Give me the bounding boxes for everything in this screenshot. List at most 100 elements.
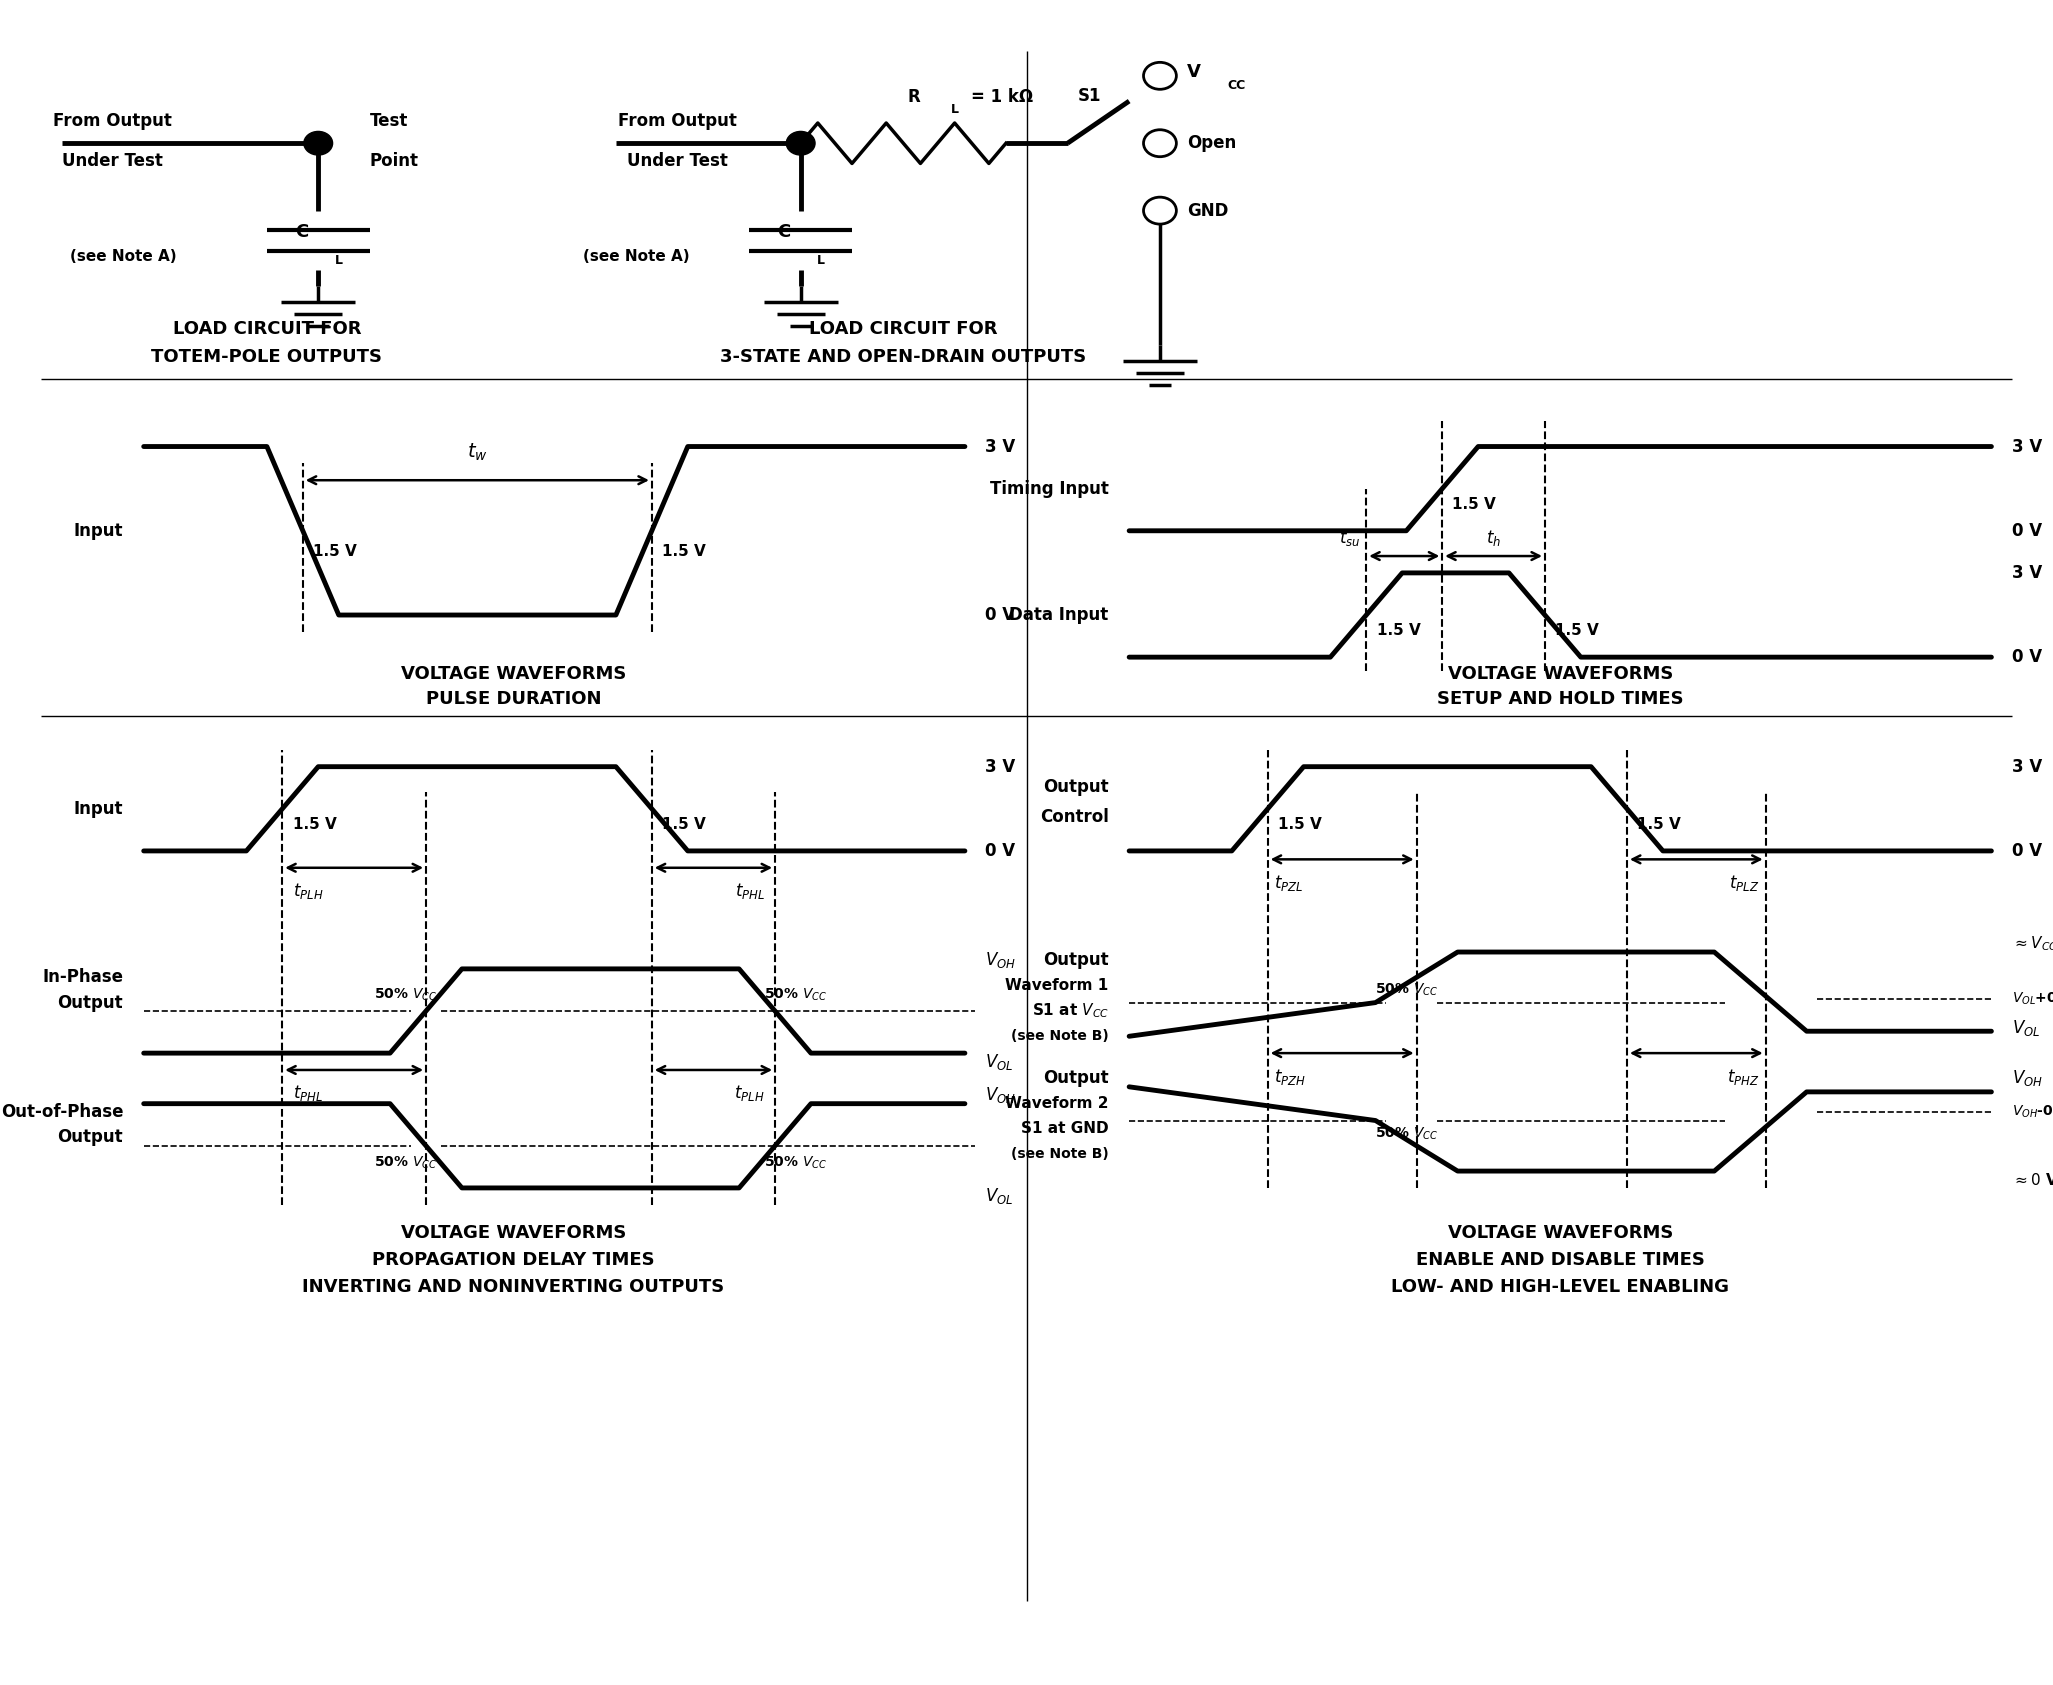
- Text: Test: Test: [370, 111, 409, 130]
- Text: (see Note A): (see Note A): [583, 249, 690, 265]
- Text: $t_{su}$: $t_{su}$: [1339, 527, 1359, 548]
- Text: In-Phase: In-Phase: [43, 969, 123, 986]
- Text: 1.5 V: 1.5 V: [1556, 623, 1599, 639]
- Text: 3 V: 3 V: [985, 438, 1016, 455]
- Circle shape: [1144, 197, 1176, 224]
- Text: Open: Open: [1187, 135, 1236, 152]
- Text: Input: Input: [74, 522, 123, 539]
- Text: From Output: From Output: [618, 111, 737, 130]
- Text: VOLTAGE WAVEFORMS: VOLTAGE WAVEFORMS: [1447, 666, 1673, 682]
- Text: $\approx V_{CC}$: $\approx V_{CC}$: [2012, 933, 2053, 954]
- Text: LOW- AND HIGH-LEVEL ENABLING: LOW- AND HIGH-LEVEL ENABLING: [1392, 1279, 1729, 1296]
- Text: 50% $V_{CC}$: 50% $V_{CC}$: [374, 1154, 437, 1171]
- Text: $t_{PLZ}$: $t_{PLZ}$: [1729, 873, 1759, 893]
- Text: Output: Output: [1043, 778, 1109, 795]
- Text: Waveform 1: Waveform 1: [1006, 979, 1109, 992]
- Text: INVERTING AND NONINVERTING OUTPUTS: INVERTING AND NONINVERTING OUTPUTS: [302, 1279, 725, 1296]
- Text: = 1 kΩ: = 1 kΩ: [971, 88, 1033, 106]
- Text: LOAD CIRCUIT FOR: LOAD CIRCUIT FOR: [172, 320, 361, 337]
- Text: $t_h$: $t_h$: [1486, 527, 1501, 548]
- Text: 3 V: 3 V: [985, 758, 1016, 775]
- Text: $V_{OH}$: $V_{OH}$: [2012, 1068, 2043, 1089]
- Text: $t_{PHL}$: $t_{PHL}$: [294, 1083, 322, 1104]
- Text: From Output: From Output: [53, 111, 172, 130]
- Text: L: L: [951, 103, 959, 116]
- Text: Input: Input: [74, 800, 123, 817]
- Circle shape: [1144, 130, 1176, 157]
- Text: S1 at $V_{CC}$: S1 at $V_{CC}$: [1031, 1001, 1109, 1021]
- Text: Data Input: Data Input: [1010, 607, 1109, 623]
- Text: VOLTAGE WAVEFORMS: VOLTAGE WAVEFORMS: [1447, 1225, 1673, 1242]
- Text: Under Test: Under Test: [626, 152, 729, 170]
- Text: 50% $V_{CC}$: 50% $V_{CC}$: [1376, 1126, 1437, 1142]
- Text: 1.5 V: 1.5 V: [1638, 817, 1681, 832]
- Text: 0 V: 0 V: [2012, 842, 2043, 859]
- Text: Point: Point: [370, 152, 419, 170]
- Text: L: L: [817, 254, 825, 266]
- Text: SETUP AND HOLD TIMES: SETUP AND HOLD TIMES: [1437, 691, 1683, 708]
- Text: 3 V: 3 V: [2012, 564, 2043, 581]
- Text: C: C: [296, 222, 308, 241]
- Text: PROPAGATION DELAY TIMES: PROPAGATION DELAY TIMES: [372, 1252, 655, 1269]
- Text: 50% $V_{CC}$: 50% $V_{CC}$: [764, 1154, 827, 1171]
- Text: 0 V: 0 V: [2012, 522, 2043, 539]
- Text: 0 V: 0 V: [2012, 649, 2043, 666]
- Text: VOLTAGE WAVEFORMS: VOLTAGE WAVEFORMS: [400, 666, 626, 682]
- Text: GND: GND: [1187, 202, 1228, 219]
- Text: Output: Output: [57, 1129, 123, 1146]
- Text: 3-STATE AND OPEN-DRAIN OUTPUTS: 3-STATE AND OPEN-DRAIN OUTPUTS: [721, 349, 1086, 366]
- Text: $t_{PLH}$: $t_{PLH}$: [294, 881, 322, 901]
- Text: $V_{OL}$: $V_{OL}$: [985, 1186, 1014, 1206]
- Text: V: V: [1187, 64, 1201, 81]
- Text: $t_{PZH}$: $t_{PZH}$: [1273, 1067, 1306, 1087]
- Text: 50% $V_{CC}$: 50% $V_{CC}$: [764, 986, 827, 1003]
- Text: $t_{PHL}$: $t_{PHL}$: [735, 881, 766, 901]
- Text: Out-of-Phase: Out-of-Phase: [0, 1104, 123, 1121]
- Text: R: R: [907, 88, 920, 106]
- Text: (see Note A): (see Note A): [70, 249, 177, 265]
- Text: Output: Output: [1043, 1070, 1109, 1087]
- Text: L: L: [335, 254, 343, 266]
- Text: Output: Output: [57, 994, 123, 1011]
- Text: $t_{PLH}$: $t_{PLH}$: [735, 1083, 766, 1104]
- Text: 1.5 V: 1.5 V: [1454, 497, 1497, 512]
- Text: S1: S1: [1078, 88, 1100, 104]
- Text: CC: CC: [1228, 79, 1246, 93]
- Text: $t_{PHZ}$: $t_{PHZ}$: [1727, 1067, 1759, 1087]
- Text: 1.5 V: 1.5 V: [294, 817, 337, 832]
- Text: LOAD CIRCUIT FOR: LOAD CIRCUIT FOR: [809, 320, 998, 337]
- Text: Under Test: Under Test: [62, 152, 164, 170]
- Text: Waveform 2: Waveform 2: [1006, 1097, 1109, 1110]
- Text: C: C: [778, 222, 790, 241]
- Text: (see Note B): (see Note B): [1010, 1147, 1109, 1161]
- Text: 3 V: 3 V: [2012, 438, 2043, 455]
- Text: $\approx 0$ V: $\approx 0$ V: [2012, 1171, 2053, 1188]
- Text: $t_w$: $t_w$: [466, 441, 489, 463]
- Text: PULSE DURATION: PULSE DURATION: [425, 691, 602, 708]
- Text: 1.5 V: 1.5 V: [661, 817, 706, 832]
- Text: $V_{OL}$+0.3 V: $V_{OL}$+0.3 V: [2012, 991, 2053, 1008]
- Text: $V_{OH}$: $V_{OH}$: [985, 950, 1016, 971]
- Text: ENABLE AND DISABLE TIMES: ENABLE AND DISABLE TIMES: [1417, 1252, 1704, 1269]
- Text: $V_{OL}$: $V_{OL}$: [985, 1051, 1014, 1072]
- Text: $V_{OH}$-0.3 V: $V_{OH}$-0.3 V: [2012, 1104, 2053, 1121]
- Text: 3 V: 3 V: [2012, 758, 2043, 775]
- Text: 50% $V_{CC}$: 50% $V_{CC}$: [1376, 981, 1437, 998]
- Text: Control: Control: [1039, 809, 1109, 826]
- Text: 50% $V_{CC}$: 50% $V_{CC}$: [374, 986, 437, 1003]
- Text: $V_{OL}$: $V_{OL}$: [2012, 1018, 2041, 1038]
- Text: 0 V: 0 V: [985, 607, 1016, 623]
- Text: TOTEM-POLE OUTPUTS: TOTEM-POLE OUTPUTS: [152, 349, 382, 366]
- Text: (see Note B): (see Note B): [1010, 1030, 1109, 1043]
- Text: 0 V: 0 V: [985, 842, 1016, 859]
- Text: Output: Output: [1043, 952, 1109, 969]
- Text: 1.5 V: 1.5 V: [1376, 623, 1421, 639]
- Circle shape: [304, 131, 333, 155]
- Text: $V_{OH}$: $V_{OH}$: [985, 1085, 1016, 1105]
- Text: 1.5 V: 1.5 V: [1277, 817, 1322, 832]
- Text: Timing Input: Timing Input: [990, 480, 1109, 497]
- Text: 1.5 V: 1.5 V: [314, 544, 357, 559]
- Text: $t_{PZL}$: $t_{PZL}$: [1273, 873, 1304, 893]
- Circle shape: [786, 131, 815, 155]
- Text: 1.5 V: 1.5 V: [661, 544, 706, 559]
